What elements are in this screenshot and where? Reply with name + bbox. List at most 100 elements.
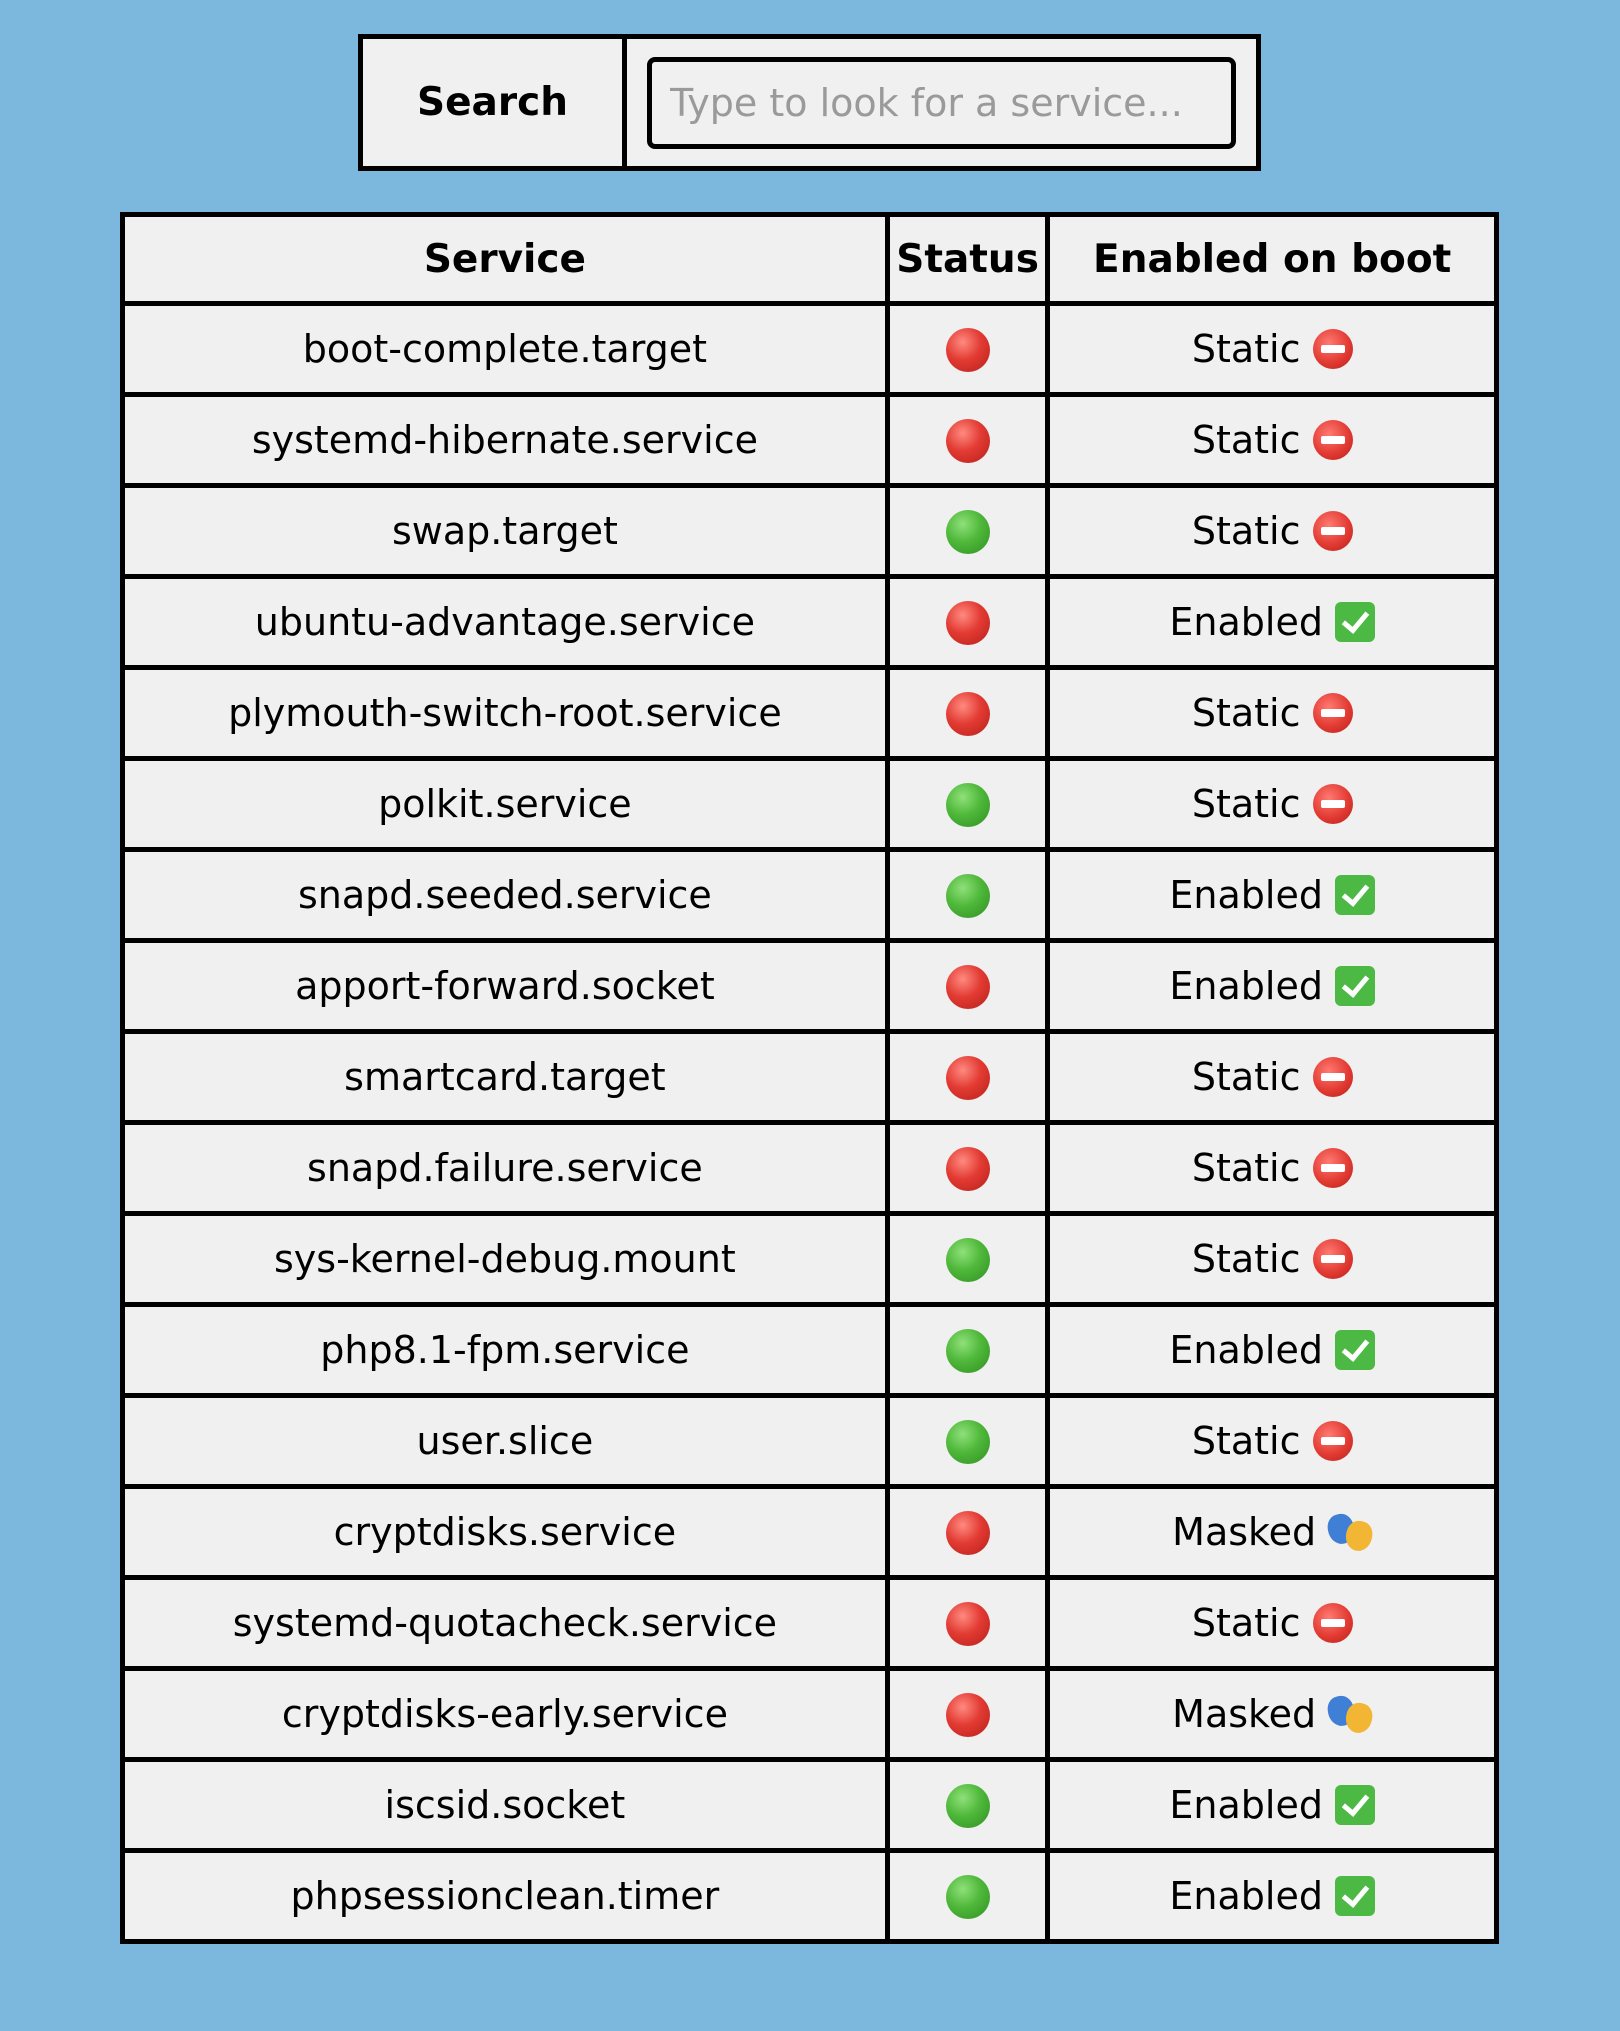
table-row[interactable]: ubuntu-advantage.service Enabled [120, 574, 1499, 670]
boot-state: Enabled [1169, 1874, 1375, 1918]
boot-state-label: Static [1191, 1055, 1301, 1099]
status-cell [884, 392, 1051, 488]
boot-state: Static [1192, 327, 1353, 371]
status-running-icon [945, 874, 990, 919]
boot-cell: Static [1045, 1029, 1499, 1125]
service-name: boot-complete.target [120, 301, 890, 397]
no-entry-icon [1312, 693, 1353, 733]
table-row[interactable]: php8.1-fpm.service Enabled [120, 1302, 1499, 1398]
boot-cell: Static [1045, 1393, 1499, 1489]
table-row[interactable]: phpsessionclean.timer Enabled [120, 1848, 1499, 1944]
boot-cell: Static [1045, 392, 1499, 488]
boot-state: Static [1192, 1237, 1353, 1281]
status-stopped-icon [945, 1693, 990, 1738]
table-row[interactable]: plymouth-switch-root.service Static [120, 665, 1499, 761]
boot-state-label: Enabled [1169, 1328, 1323, 1372]
boot-state: Masked [1172, 1692, 1376, 1736]
table-row[interactable]: sys-kernel-debug.mount Static [120, 1211, 1499, 1307]
status-cell [884, 301, 1051, 397]
table-row[interactable]: cryptdisks-early.service Masked [120, 1666, 1499, 1762]
service-name: systemd-quotacheck.service [120, 1575, 890, 1671]
boot-state: Static [1192, 1146, 1353, 1190]
boot-state-label: Masked [1172, 1510, 1317, 1554]
column-header-enabled-on-boot: Enabled on boot [1045, 212, 1499, 306]
status-stopped-icon [945, 1056, 990, 1101]
status-stopped-icon [945, 1147, 990, 1192]
check-icon [1334, 1785, 1375, 1825]
search-field-container [627, 39, 1256, 166]
status-cell [884, 1575, 1051, 1671]
boot-cell: Enabled [1045, 938, 1499, 1034]
status-running-icon [945, 783, 990, 828]
status-cell [884, 1666, 1051, 1762]
status-stopped-icon [945, 1511, 990, 1556]
status-running-icon [945, 1329, 990, 1374]
boot-state: Masked [1172, 1510, 1376, 1554]
boot-state-label: Static [1191, 418, 1301, 462]
no-entry-icon [1312, 784, 1353, 824]
boot-state-label: Enabled [1169, 873, 1323, 917]
status-cell [884, 1393, 1051, 1489]
boot-cell: Enabled [1045, 1848, 1499, 1944]
check-icon [1334, 1876, 1375, 1916]
boot-state: Static [1192, 691, 1353, 735]
boot-state-label: Static [1191, 327, 1301, 371]
service-name: phpsessionclean.timer [120, 1848, 890, 1944]
service-name: swap.target [120, 483, 890, 579]
search-input[interactable] [647, 56, 1236, 149]
table-header-row: Service Status Enabled on boot [120, 212, 1499, 306]
no-entry-icon [1312, 329, 1353, 369]
table-row[interactable]: boot-complete.target Static [120, 301, 1499, 397]
check-icon [1334, 875, 1375, 915]
boot-state: Static [1192, 1419, 1353, 1463]
status-stopped-icon [945, 965, 990, 1010]
boot-state-label: Static [1191, 782, 1301, 826]
check-icon [1334, 1330, 1375, 1370]
boot-cell: Static [1045, 1211, 1499, 1307]
status-running-icon [945, 510, 990, 555]
status-cell [884, 1757, 1051, 1853]
boot-state: Static [1192, 782, 1353, 826]
services-table-body: boot-complete.target Static systemd-hibern… [120, 301, 1499, 1944]
table-row[interactable]: systemd-hibernate.service Static [120, 392, 1499, 488]
status-running-icon [945, 1875, 990, 1920]
boot-cell: Static [1045, 756, 1499, 852]
status-stopped-icon [945, 601, 990, 646]
table-row[interactable]: user.slice Static [120, 1393, 1499, 1489]
status-cell [884, 665, 1051, 761]
service-name: polkit.service [120, 756, 890, 852]
status-cell [884, 1484, 1051, 1580]
boot-cell: Masked [1045, 1484, 1499, 1580]
boot-state: Static [1192, 418, 1353, 462]
boot-state: Enabled [1169, 600, 1375, 644]
boot-cell: Static [1045, 1120, 1499, 1216]
status-stopped-icon [945, 328, 990, 373]
table-row[interactable]: iscsid.socket Enabled [120, 1757, 1499, 1853]
table-row[interactable]: systemd-quotacheck.service Static [120, 1575, 1499, 1671]
boot-state-label: Enabled [1169, 1874, 1323, 1918]
check-icon [1334, 602, 1375, 642]
table-row[interactable]: snapd.seeded.service Enabled [120, 847, 1499, 943]
boot-state: Enabled [1169, 873, 1375, 917]
service-name: php8.1-fpm.service [120, 1302, 890, 1398]
table-row[interactable]: polkit.service Static [120, 756, 1499, 852]
table-row[interactable]: snapd.failure.service Static [120, 1120, 1499, 1216]
boot-state: Enabled [1169, 1328, 1375, 1372]
status-cell [884, 483, 1051, 579]
no-entry-icon [1312, 420, 1353, 460]
table-row[interactable]: apport-forward.socket Enabled [120, 938, 1499, 1034]
status-stopped-icon [945, 419, 990, 464]
status-running-icon [945, 1420, 990, 1465]
table-row[interactable]: cryptdisks.service Masked [120, 1484, 1499, 1580]
check-icon [1334, 966, 1375, 1006]
status-stopped-icon [945, 692, 990, 737]
boot-state-label: Masked [1172, 1692, 1317, 1736]
no-entry-icon [1312, 1057, 1353, 1097]
table-row[interactable]: smartcard.target Static [120, 1029, 1499, 1125]
boot-cell: Masked [1045, 1666, 1499, 1762]
no-entry-icon [1312, 1239, 1353, 1279]
boot-state: Static [1192, 1055, 1353, 1099]
table-row[interactable]: swap.target Static [120, 483, 1499, 579]
status-cell [884, 847, 1051, 943]
boot-state-label: Enabled [1169, 1783, 1323, 1827]
